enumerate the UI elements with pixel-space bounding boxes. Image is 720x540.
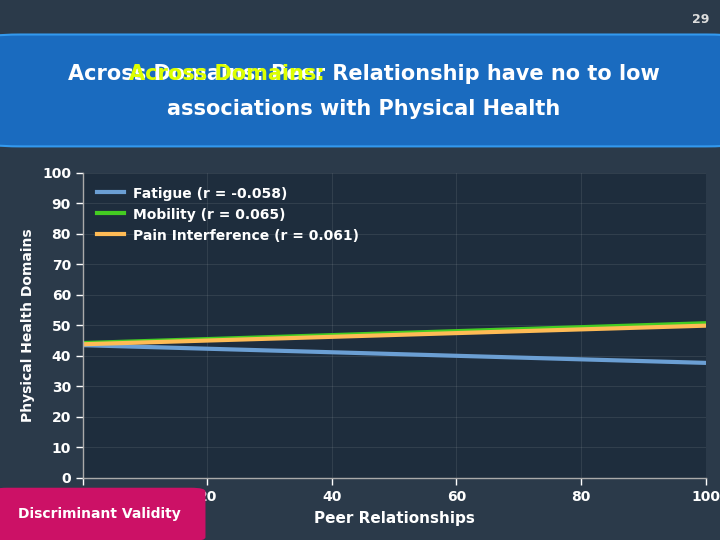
X-axis label: Peer Relationships: Peer Relationships [314,511,474,525]
Text: Discriminant Validity: Discriminant Validity [17,508,181,521]
Text: associations with Physical Health: associations with Physical Health [167,99,560,119]
Legend: Fatigue (r = -0.058), Mobility (r = 0.065), Pain Interference (r = 0.061): Fatigue (r = -0.058), Mobility (r = 0.06… [90,180,366,249]
Text: Across Domains: Peer Relationship have no to low: Across Domains: Peer Relationship have n… [68,64,660,84]
Text: 29: 29 [692,13,709,26]
Y-axis label: Physical Health Domains: Physical Health Domains [21,228,35,422]
FancyBboxPatch shape [0,35,720,146]
Text: Across Domains:: Across Domains: [129,64,325,84]
FancyBboxPatch shape [0,488,205,540]
